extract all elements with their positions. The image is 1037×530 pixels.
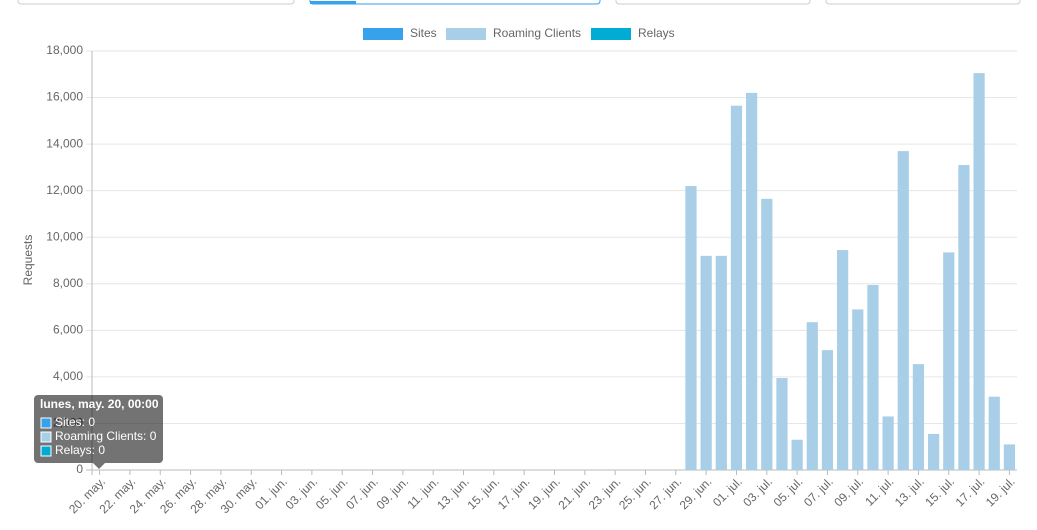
bar	[852, 309, 864, 470]
y-tick-label: 18,000	[46, 43, 83, 57]
x-tick-label: 15. jun.	[464, 474, 502, 512]
bar	[730, 105, 743, 471]
bar	[837, 250, 849, 470]
legend-swatch	[363, 28, 403, 40]
legend-swatch	[591, 28, 631, 40]
bar	[715, 255, 727, 470]
x-tick-label: 07. jul.	[801, 474, 836, 509]
y-tick-label: 12,000	[46, 183, 83, 197]
x-tick-label: 09. jun.	[373, 474, 411, 512]
tab[interactable]	[825, 0, 1021, 5]
bar	[821, 350, 834, 470]
bar	[761, 198, 773, 470]
bar	[882, 416, 894, 470]
y-tick-label: 6,000	[53, 323, 83, 337]
bar	[685, 186, 697, 470]
legend-label: Relays	[638, 26, 675, 40]
x-tick-label: 19. jul.	[983, 474, 1018, 509]
tab-indicator	[310, 1, 356, 4]
x-tick-label: 03. jun.	[282, 474, 320, 512]
tooltip-item: Sites: 0	[55, 415, 95, 429]
bar	[958, 165, 970, 471]
x-tick-label: 03. jul.	[740, 474, 775, 509]
x-tick-label: 13. jul.	[892, 474, 927, 509]
tab[interactable]	[615, 0, 811, 5]
bar	[791, 439, 803, 470]
legend-label: Sites	[410, 26, 437, 40]
bar	[943, 252, 955, 470]
bar	[746, 92, 758, 471]
x-tick-label: 29. jun.	[677, 474, 715, 512]
y-tick-label: 14,000	[46, 136, 83, 150]
legend-label: Roaming Clients	[493, 26, 581, 40]
bar	[897, 151, 909, 470]
tooltip-title: lunes, may. 20, 00:00	[40, 397, 159, 411]
tab[interactable]	[17, 0, 295, 5]
y-tick-label: 16,000	[46, 90, 83, 104]
bar	[1003, 444, 1016, 470]
tooltip-swatch	[40, 445, 52, 457]
x-tick-label: 25. jun.	[616, 474, 654, 512]
tooltip-caret	[93, 463, 105, 469]
x-tick-label: 05. jun.	[313, 474, 351, 512]
bar	[988, 396, 1000, 470]
x-tick-label: 09. jul.	[831, 474, 866, 509]
x-tick-label: 05. jul.	[771, 474, 806, 509]
x-tick-label: 11. jun.	[404, 474, 441, 511]
y-tick-label: 10,000	[46, 229, 83, 243]
x-tick-label: 27. jun.	[646, 474, 684, 512]
bar	[700, 255, 712, 470]
bar	[927, 433, 940, 470]
x-tick-label: 15. jul.	[922, 474, 957, 509]
x-tick-label: 19. jun.	[525, 474, 563, 512]
tooltip-swatch	[40, 431, 52, 443]
x-tick-label: 17. jun.	[495, 474, 533, 512]
x-tick-label: 07. jun.	[343, 474, 381, 512]
bar	[912, 364, 925, 470]
x-tick-label: 01. jul.	[710, 474, 745, 509]
tab[interactable]	[309, 0, 601, 5]
y-axis-label: Requests	[21, 235, 35, 286]
x-tick-label: 17. jul.	[953, 474, 988, 509]
legend-swatch	[446, 28, 486, 40]
tooltip-item: Relays: 0	[55, 443, 105, 457]
bar	[867, 284, 879, 470]
x-tick-label: 01. jun.	[252, 474, 290, 512]
x-tick-label: 21. jun.	[555, 474, 593, 512]
x-tick-label: 13. jun.	[434, 474, 472, 512]
bar	[973, 73, 985, 470]
y-tick-label: 4,000	[53, 369, 83, 383]
bar	[806, 322, 818, 470]
x-tick-label: 23. jun.	[586, 474, 624, 512]
tooltip-swatch	[40, 417, 52, 429]
tooltip-item: Roaming Clients: 0	[55, 429, 157, 443]
y-tick-label: 0	[76, 462, 83, 476]
y-tick-label: 8,000	[53, 276, 83, 290]
bar	[776, 378, 788, 470]
tooltip	[34, 395, 163, 463]
x-tick-label: 11. jul.	[862, 474, 896, 508]
